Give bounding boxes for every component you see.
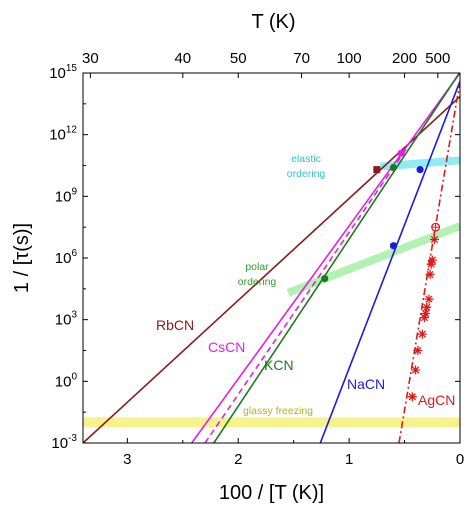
marker-KCN-0 [321, 274, 329, 283]
annotation-4: glassy freezing [243, 405, 313, 417]
top-axis-title: T (K) [251, 11, 295, 33]
annotation-2: polar [245, 261, 269, 273]
top-tick-label-50: 50 [230, 50, 247, 67]
y-tick-label-6: 106 [55, 248, 78, 267]
x-tick-label-2: 2 [234, 451, 242, 468]
series-label-KCN: KCN [264, 357, 294, 373]
marker-CsCN-0 [397, 149, 405, 157]
marker-AgCN-11 [430, 235, 439, 244]
marker-AgCN-9 [426, 259, 436, 269]
marker-AgCN-2 [413, 346, 423, 355]
annotation-0: elastic [291, 153, 321, 165]
series-line-KCN [213, 73, 460, 443]
marker-NaCN-1 [416, 166, 424, 174]
plot-frame [82, 72, 461, 444]
series-label-RbCN: RbCN [156, 317, 194, 333]
series-line-CsCN [191, 73, 460, 443]
marker-AgCN-4 [420, 313, 429, 323]
marker-AgCN-7 [424, 294, 434, 304]
open-marker-cross-AgCN-0 [431, 223, 440, 231]
marker-AgCN-1 [411, 365, 421, 375]
marker-KCN-1 [389, 163, 398, 172]
x-tick-label-1: 1 [345, 451, 353, 468]
y-tick-label-12: 1012 [49, 125, 77, 144]
annotation-3: ordering [238, 276, 277, 288]
marker-RbCN-0 [373, 166, 381, 174]
series-line-RbCN [83, 96, 460, 443]
marker-AgCN-5 [421, 309, 431, 318]
series-label-NaCN: NaCN [347, 376, 385, 392]
top-tick-label-200: 200 [392, 50, 417, 67]
marker-AgCN-6 [422, 302, 432, 312]
marker-AgCN-8 [425, 269, 435, 279]
annotation-1: ordering [287, 168, 326, 180]
y-tick-label-0: 100 [55, 371, 78, 390]
top-tick-label-30: 30 [82, 50, 99, 67]
y-axis-title: 1 / [τ(s)] [11, 223, 33, 293]
y-tick-label-9: 109 [55, 186, 78, 205]
top-tick-label-40: 40 [174, 50, 191, 67]
x-axis-title: 100 / [T (K)] [219, 482, 324, 504]
marker-AgCN-10 [427, 255, 437, 265]
series-label-CsCN: CsCN [208, 339, 245, 355]
series-line-NaCN [319, 80, 460, 443]
series-label-AgCN: AgCN [418, 392, 455, 408]
plot-area [83, 73, 460, 443]
y-tick-label-15: 1015 [49, 63, 77, 82]
top-tick-label-70: 70 [293, 50, 310, 67]
top-tick-label-500: 500 [425, 50, 450, 67]
x-tick-label-0: 0 [456, 451, 464, 468]
marker-AgCN-3 [417, 329, 427, 339]
marker-AgCN-0 [407, 392, 417, 402]
marker-NaCN-0 [389, 242, 398, 250]
y-tick-label-3: 103 [55, 310, 78, 329]
y-tick-label--3: 10-3 [51, 433, 77, 452]
x-tick-label-3: 3 [123, 451, 131, 468]
top-tick-label-100: 100 [337, 50, 362, 67]
